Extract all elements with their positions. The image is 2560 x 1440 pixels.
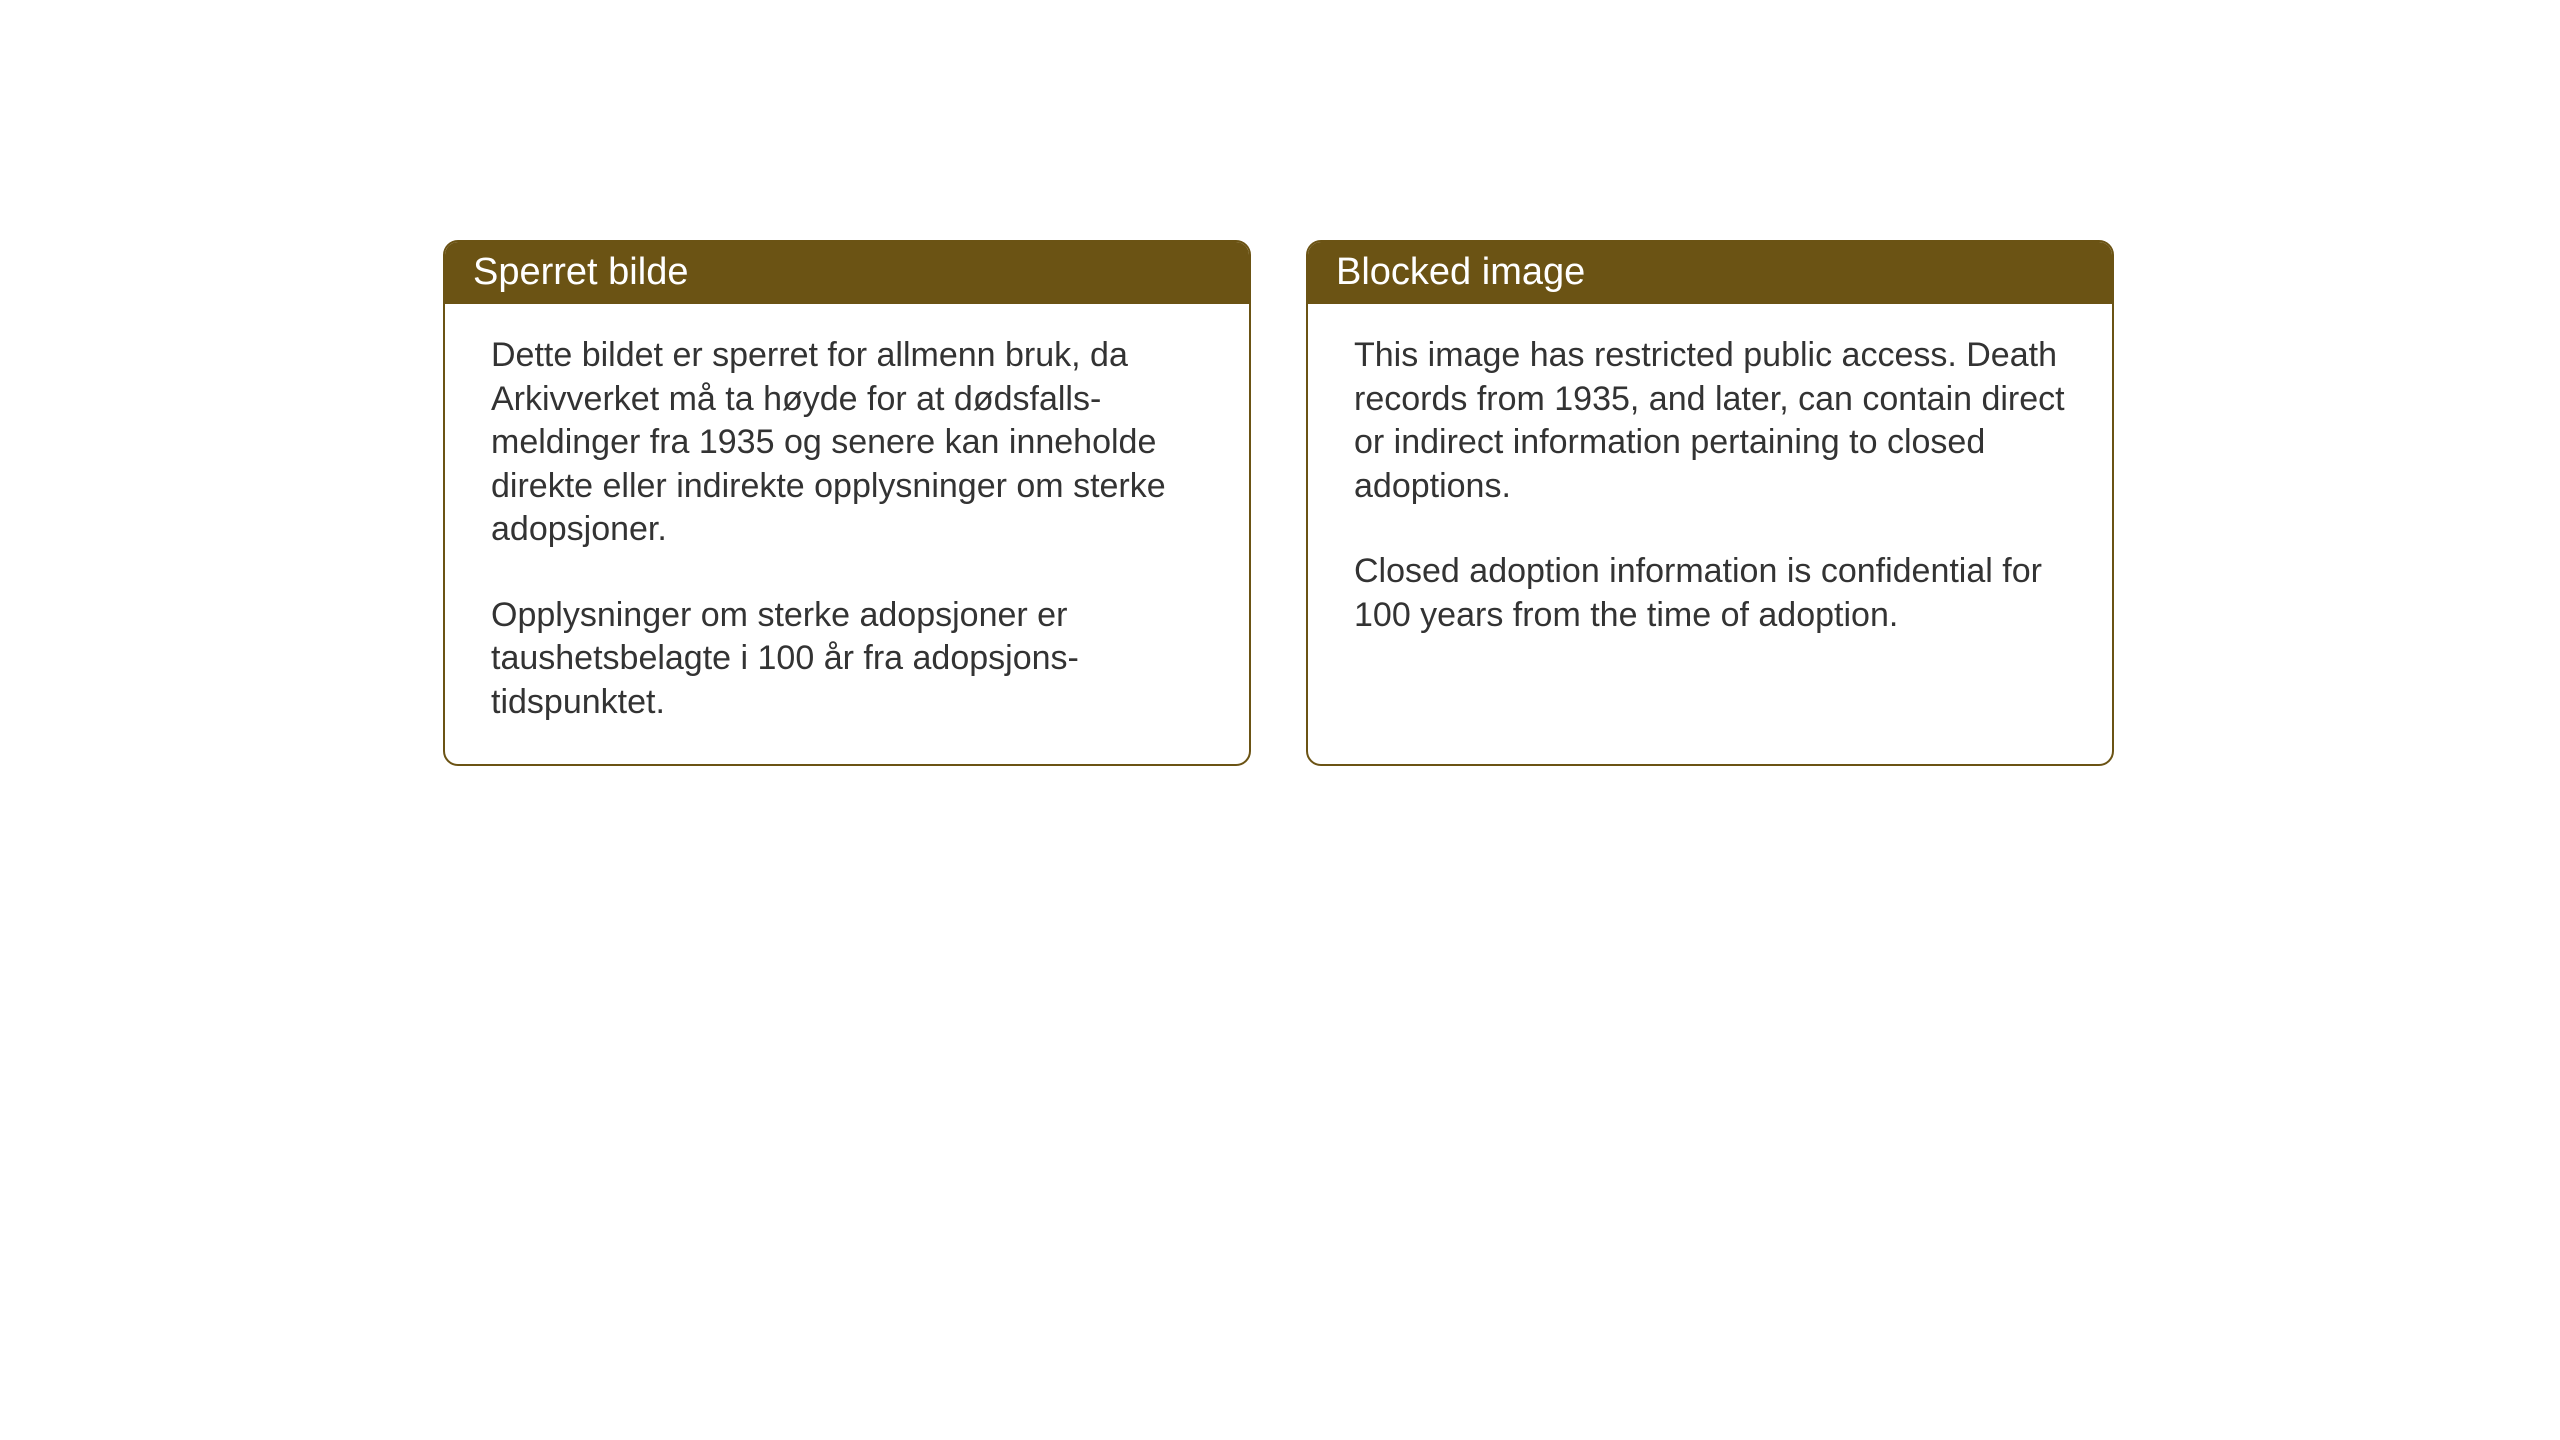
english-card-title: Blocked image — [1308, 242, 2112, 304]
norwegian-paragraph-1: Dette bildet er sperret for allmenn bruk… — [491, 334, 1209, 552]
english-paragraph-2: Closed adoption information is confident… — [1354, 550, 2072, 637]
english-paragraph-1: This image has restricted public access.… — [1354, 334, 2072, 508]
english-card-body: This image has restricted public access.… — [1308, 304, 2112, 677]
norwegian-card-body: Dette bildet er sperret for allmenn bruk… — [445, 304, 1249, 764]
norwegian-card-title: Sperret bilde — [445, 242, 1249, 304]
norwegian-notice-card: Sperret bilde Dette bildet er sperret fo… — [443, 240, 1251, 766]
english-notice-card: Blocked image This image has restricted … — [1306, 240, 2114, 766]
norwegian-paragraph-2: Opplysninger om sterke adopsjoner er tau… — [491, 594, 1209, 725]
notice-container: Sperret bilde Dette bildet er sperret fo… — [443, 240, 2114, 766]
